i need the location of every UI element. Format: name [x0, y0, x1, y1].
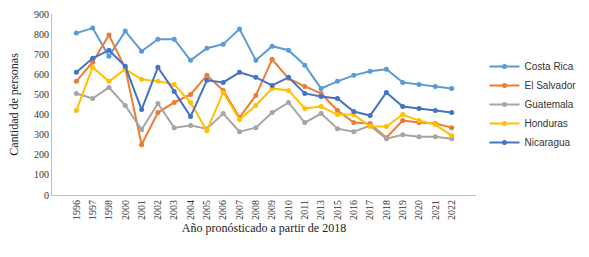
svg-text:100: 100 [34, 169, 49, 180]
svg-text:2000: 2000 [120, 200, 131, 220]
svg-text:500: 500 [34, 89, 49, 100]
svg-text:2006: 2006 [217, 200, 228, 220]
svg-text:1998: 1998 [103, 200, 114, 220]
svg-text:Costa Rica: Costa Rica [524, 61, 573, 72]
svg-text:Año pronósticado a partir de 2: Año pronósticado a partir de 2018 [182, 221, 346, 235]
svg-text:2007: 2007 [234, 200, 245, 220]
svg-text:2011: 2011 [299, 200, 310, 220]
svg-text:2005: 2005 [201, 200, 212, 220]
svg-text:2016: 2016 [348, 200, 359, 220]
svg-text:900: 900 [34, 9, 49, 20]
svg-text:Honduras: Honduras [524, 118, 567, 129]
svg-text:400: 400 [34, 109, 49, 120]
svg-text:300: 300 [34, 129, 49, 140]
svg-text:0: 0 [44, 190, 49, 201]
svg-text:2017: 2017 [364, 200, 375, 220]
svg-text:2018: 2018 [381, 200, 392, 220]
svg-text:2013: 2013 [315, 200, 326, 220]
svg-text:Cantidad de personas: Cantidad de personas [7, 53, 21, 156]
svg-text:1996: 1996 [71, 200, 82, 220]
svg-text:2001: 2001 [136, 200, 147, 220]
svg-text:700: 700 [34, 49, 49, 60]
svg-text:2022: 2022 [446, 200, 457, 220]
svg-text:Guatemala: Guatemala [524, 99, 573, 110]
svg-text:800: 800 [34, 29, 49, 40]
svg-text:2002: 2002 [152, 200, 163, 220]
svg-text:Nicaragua: Nicaragua [524, 137, 570, 148]
svg-text:2003: 2003 [168, 200, 179, 220]
svg-text:2009: 2009 [266, 200, 277, 220]
svg-text:2004: 2004 [185, 200, 196, 220]
svg-text:200: 200 [34, 149, 49, 160]
svg-text:2019: 2019 [397, 200, 408, 220]
svg-text:600: 600 [34, 69, 49, 80]
svg-text:2020: 2020 [413, 200, 424, 220]
svg-text:1997: 1997 [87, 200, 98, 220]
svg-text:El Salvador: El Salvador [524, 80, 576, 91]
svg-text:2015: 2015 [332, 200, 343, 220]
svg-text:2010: 2010 [283, 200, 294, 220]
svg-text:2008: 2008 [250, 200, 261, 220]
svg-text:2021: 2021 [430, 200, 441, 220]
